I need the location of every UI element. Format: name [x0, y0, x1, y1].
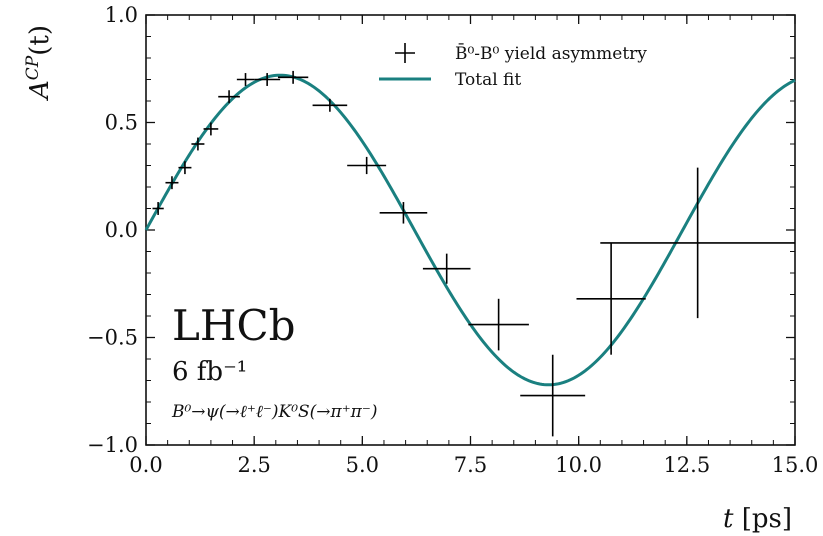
x-tick-label: 10.0: [555, 453, 602, 477]
x-tick-label: 7.5: [454, 453, 487, 477]
data-point: [422, 253, 471, 284]
y-axis-title: ACP(t): [23, 25, 55, 101]
data-point: [254, 73, 281, 86]
data-point: [312, 98, 348, 112]
data-point: [468, 298, 529, 351]
axis-ticks: [145, 14, 796, 446]
data-point: [347, 156, 387, 175]
data-point: [178, 161, 192, 175]
decay-label: B⁰→ψ(→ℓ⁺ℓ⁻)K⁰S(→π⁺π⁻): [171, 402, 377, 422]
data-points: [152, 70, 795, 437]
data-point: [379, 202, 428, 224]
legend-fit-label: Total fit: [455, 70, 521, 90]
data-point: [152, 202, 164, 215]
legend-data-label: B̄⁰-B⁰ yield asymmetry: [455, 42, 647, 64]
data-point: [165, 176, 179, 190]
data-point: [520, 354, 586, 437]
data-point: [600, 167, 795, 319]
x-tick-label: 5.0: [346, 453, 379, 477]
x-tick-label: 0.0: [129, 453, 162, 477]
y-tick-label: 0.5: [105, 111, 138, 135]
x-axis-title: t [ps]: [723, 504, 792, 534]
legend: B̄⁰-B⁰ yield asymmetry Total fit: [379, 42, 647, 90]
luminosity-label: 6 fb⁻¹: [172, 357, 247, 387]
experiment-name: LHCb: [172, 301, 296, 350]
y-tick-label: 1.0: [105, 3, 138, 27]
data-point: [277, 70, 309, 84]
x-tick-label: 12.5: [663, 453, 710, 477]
y-tick-label: 0.0: [105, 218, 138, 242]
y-tick-label: −0.5: [87, 326, 138, 350]
y-tick-label: −1.0: [87, 433, 138, 457]
data-point: [236, 73, 255, 86]
data-point: [203, 122, 219, 136]
data-point: [191, 137, 205, 151]
data-point: [218, 90, 240, 104]
x-tick-label: 15.0: [772, 453, 819, 477]
axis-tick-labels: 0.0 2.5 5.0 7.5 10.0 12.5 15.0 −1.0 −0.5 0.0 0.5 1.…: [87, 3, 818, 477]
x-tick-label: 2.5: [237, 453, 270, 477]
data-point: [576, 242, 646, 355]
